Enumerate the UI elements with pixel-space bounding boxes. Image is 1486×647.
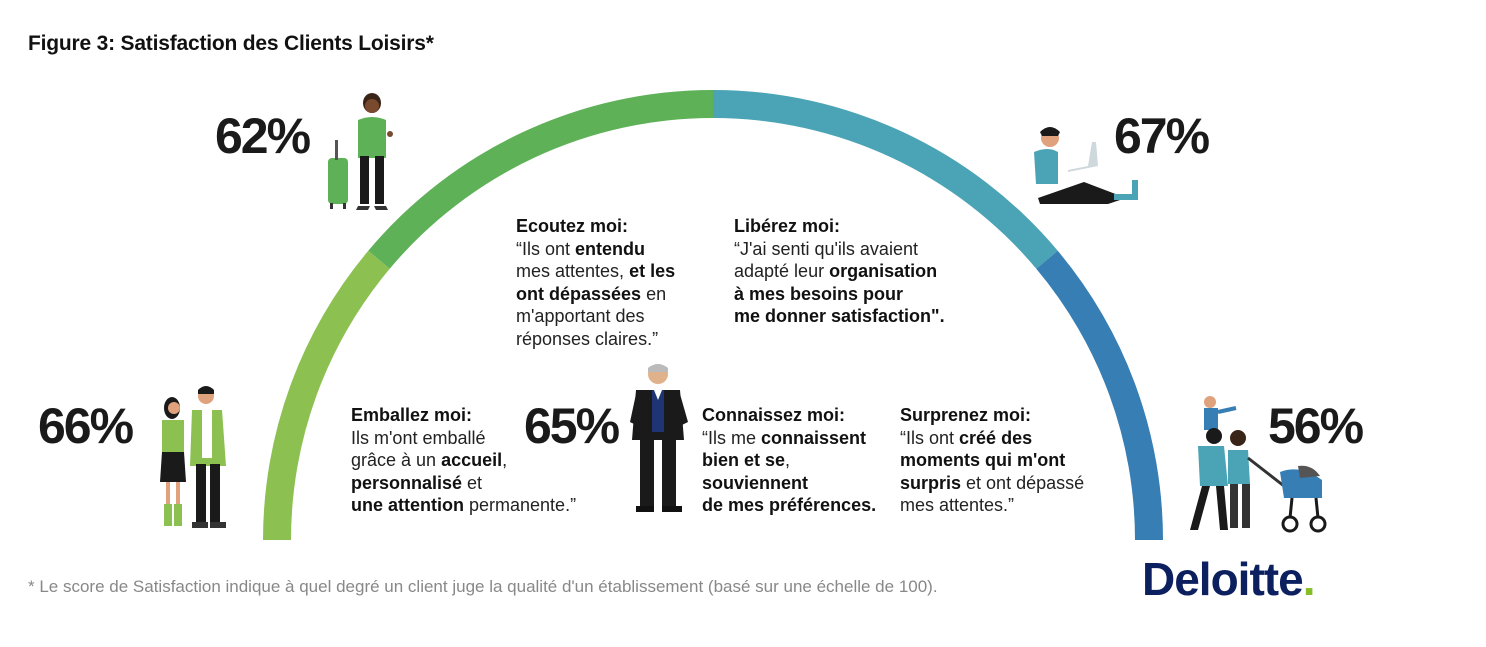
family-with-stroller-icon [1190,396,1327,533]
body-connaissez: “Ils me connaissent bien et se, souviennen… [702,427,876,517]
text-line: “Ils ont entendu [516,238,675,261]
text-line: adapté leur organisation [734,260,945,283]
text-line: me donner satisfaction". [734,305,945,328]
text-run: adapté leur [734,261,830,281]
text-run: grâce à un [351,450,442,470]
text-line: mes attentes.” [900,494,1084,517]
couple-icon [160,386,226,528]
bold-run: de mes préférences. [702,495,877,515]
bold-run: connaissent [761,427,867,448]
text-line: surpris et ont dépassé [900,472,1084,495]
text-line: mes attentes, et les [516,260,675,283]
text-run: Ils m'ont emballé [351,427,486,448]
pct-surprenez: 56% [1268,398,1364,454]
text-run: réponses claires.” [516,328,659,349]
body-liberez: “J'ai senti qu'ils avaient adapté leur or… [734,238,945,328]
bold-run: ont dépassées [516,283,642,304]
bold-run: à mes besoins pour [734,283,904,304]
bold-run: organisation [829,261,938,281]
text-line: m'apportant des [516,305,675,328]
bold-run: une attention [351,495,464,515]
heading-ecoutez: Ecoutez moi: [516,216,629,236]
text-run: “Ils me [702,427,762,448]
bold-run: bien et se [702,450,786,470]
footnote: * Le score de Satisfaction indique à que… [28,577,938,596]
text-line: ont dépassées en [516,283,675,306]
heading-surprenez: Surprenez moi: [900,405,1032,425]
text-line: “Ils ont créé des [900,427,1084,450]
bold-run: surpris [900,472,962,493]
text-line: à mes besoins pour [734,283,945,306]
traveler-with-suitcase-icon [328,93,393,210]
arc-segment-emballez [263,250,390,540]
text-line: personnalisé et [351,472,576,495]
bold-run: entendu [575,238,646,259]
pct-emballez: 66% [38,398,134,454]
bold-run: et les [629,261,676,281]
person-with-laptop-icon [1034,127,1138,204]
heading-connaissez: Connaissez moi: [702,405,846,425]
text-run: en [641,283,667,304]
text-run: mes attentes, [516,261,630,281]
body-emballez: Ils m'ont emballé grâce à un accueil, pers… [351,427,576,517]
deloitte-logo: Deloitte. [1142,552,1316,606]
text-block-surprenez: Surprenez moi: “Ils ont créé des moments … [900,404,1084,517]
bold-run: moments qui m'ont [900,450,1066,470]
text-run: et ont dépassé [961,472,1085,493]
pct-liberez: 67% [1114,108,1210,164]
text-run: , [502,450,508,470]
text-run: mes attentes.” [900,495,1015,515]
text-line: une attention permanente.” [351,494,576,517]
text-line: grâce à un accueil, [351,449,576,472]
text-block-emballez: Emballez moi: Ils m'ont emballé grâce à u… [351,404,576,517]
bold-run: souviennent [702,472,809,493]
bold-run: me donner satisfaction". [734,306,945,326]
text-run: “Ils ont [516,238,576,259]
businessman-icon [630,364,688,512]
text-line: moments qui m'ont [900,449,1084,472]
text-run: m'apportant des [516,306,645,326]
bold-run: créé des [959,427,1033,448]
text-block-connaissez: Connaissez moi: “Ils me connaissent bien … [702,404,876,517]
text-run: , [785,450,791,470]
bold-run: accueil [441,450,503,470]
arc-segment-ecoutez [368,90,713,269]
heading-liberez: Libérez moi: [734,216,841,236]
logo-dot: . [1302,553,1316,605]
text-line: souviennent [702,472,876,495]
arc-segment-surprenez [1036,250,1163,540]
text-line: de mes préférences. [702,494,876,517]
text-line: Ils m'ont emballé [351,427,576,450]
page-title: Figure 3: Satisfaction des Clients Loisi… [28,32,434,55]
pct-connaissez: 65% [524,398,620,454]
text-block-liberez: Libérez moi: “J'ai senti qu'ils avaient a… [734,215,945,328]
text-block-ecoutez: Ecoutez moi: “Ils ont entendu mes attente… [516,215,675,350]
text-run: et [462,472,483,493]
arc-segment-liberez [713,90,1058,269]
text-line: “Ils me connaissent [702,427,876,450]
logo-text: Deloitte [1142,553,1304,605]
text-line: réponses claires.” [516,328,675,351]
text-run: “J'ai senti qu'ils avaient [734,238,918,259]
text-line: “J'ai senti qu'ils avaient [734,238,945,261]
pct-ecoutez: 62% [215,108,311,164]
bold-run: personnalisé [351,472,463,493]
text-run: “Ils ont [900,427,960,448]
body-surprenez: “Ils ont créé des moments qui m'ont surpri… [900,427,1084,517]
text-run: permanente.” [464,495,577,515]
body-ecoutez: “Ils ont entendu mes attentes, et les ont … [516,238,675,351]
heading-emballez: Emballez moi: [351,405,473,425]
text-line: bien et se, [702,449,876,472]
